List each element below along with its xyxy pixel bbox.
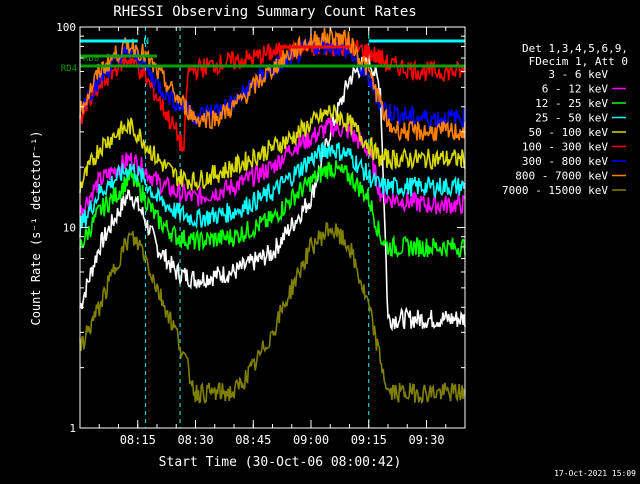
annotation-n: N [144, 37, 149, 47]
series-line-0 [79, 50, 466, 332]
legend-header-line: Det 1,3,4,5,6,9, [522, 42, 628, 55]
y-tick-label: 10 [63, 222, 76, 235]
legend-entry-label: 7000 - 15000 keV [502, 184, 608, 197]
x-tick-label: 09:30 [408, 433, 444, 447]
footer-timestamp: 17-Oct-2021 15:09 [554, 469, 636, 478]
chart-annotations: RD0 RD4 N F [61, 37, 288, 74]
legend-entry-label: 300 - 800 keV [522, 155, 608, 168]
legend-header-line: FDecim 1, Att 0 [529, 55, 628, 68]
series-line-7 [79, 27, 466, 142]
x-tick-label: 08:15 [120, 433, 156, 447]
legend-entry-label: 800 - 7000 keV [515, 170, 608, 183]
y-tick-label: 1 [69, 422, 76, 435]
annotation-f: F [282, 44, 287, 54]
legend-entry-label: 100 - 300 keV [522, 141, 608, 154]
x-axis-label: Start Time (30-Oct-06 08:00:42) [159, 455, 402, 470]
legend-entry-label: 50 - 100 keV [529, 126, 609, 139]
legend-entry-label: 3 - 6 keV [548, 68, 608, 81]
legend-entry-label: 6 - 12 keV [542, 83, 609, 96]
annotation-rd4: RD4 [61, 64, 77, 74]
legend-entry-label: 25 - 50 keV [535, 112, 608, 125]
x-tick-label: 08:30 [177, 433, 213, 447]
legend: Det 1,3,4,5,6,9,FDecim 1, Att 03 - 6 keV… [502, 42, 628, 197]
y-axis-label: Count Rate (s⁻¹ detector⁻¹) [29, 130, 43, 325]
series-line-2 [79, 160, 466, 259]
y-tick-label: 100 [56, 21, 76, 34]
x-tick-label: 09:00 [293, 433, 329, 447]
chart-title: RHESSI Observing Summary Count Rates [113, 4, 416, 20]
x-tick-label: 09:15 [351, 433, 387, 447]
x-axis: 08:15 08:30 08:45 09:00 09:15 09:30 [79, 27, 466, 447]
series-line-8 [79, 222, 466, 405]
legend-entry-label: 12 - 25 keV [535, 97, 608, 110]
y-axis: 1 10 100 [56, 21, 465, 435]
annotation-rd0: RD0 [83, 54, 99, 64]
x-tick-label: 08:45 [235, 433, 271, 447]
series-line-4 [79, 104, 466, 193]
series-line-3 [79, 141, 466, 238]
